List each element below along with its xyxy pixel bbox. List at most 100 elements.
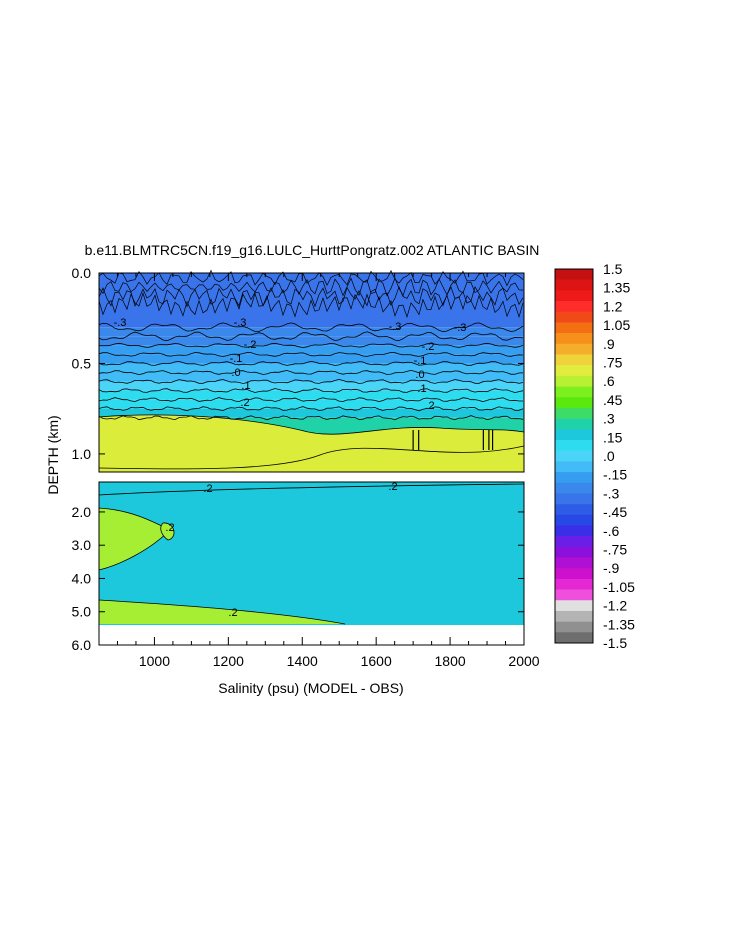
colorbar-swatch (555, 375, 593, 387)
colorbar-swatch (555, 429, 593, 441)
band-7 (99, 381, 524, 391)
contour-line-5 (98, 360, 524, 366)
lower-contour-label: .2 (228, 607, 237, 619)
upper-contour-label: .2 (425, 400, 434, 412)
x-ticks: 1000 1200 1400 1600 1800 2000 (116, 273, 540, 669)
colorbar-label: -.15 (603, 467, 627, 483)
band-3 (99, 345, 524, 355)
colorbar-swatch (555, 333, 593, 345)
contour-line-1 (98, 322, 524, 333)
colorbar-labels: 1.5 1.35 1.2 1.05 .9 .75 .6 .45 .3 .15 .0 -.15 -.3 -.… (603, 261, 635, 651)
x-tick-label: 1400 (287, 653, 318, 669)
colorbar-swatch (555, 301, 593, 313)
colorbar-label: -.9 (603, 560, 620, 576)
colorbar-label: .3 (603, 411, 615, 427)
upper-contour-labels: -.3 -.3 -.3 -.3-.2 -.2-.1 -.1.0.0.1.1.2.2 (114, 317, 467, 412)
lower-contour-label: .2 (388, 481, 397, 493)
upper-contour-label: .0 (231, 367, 240, 379)
surface-contour-3 (98, 291, 524, 319)
upper-contour-label: .2 (240, 397, 249, 409)
band-1 (99, 327, 524, 337)
colorbar-label: -.3 (603, 485, 620, 501)
colorbar-swatch (555, 546, 593, 558)
band-6 (99, 372, 524, 382)
contour-line-9 (98, 397, 523, 403)
x-tick-label: 2000 (508, 653, 539, 669)
colorbar-swatch (555, 322, 593, 334)
colorbar-swatch (555, 397, 593, 409)
band-9 (99, 399, 524, 409)
upper-panel: -.3 -.3 -.3 -.3-.2 -.2-.1 -.1.0.0.1.1.2.2 0.0… (72, 265, 525, 473)
deep-contour-lower (98, 445, 525, 470)
surface-contour-0 (98, 269, 524, 287)
colorbar-swatch (555, 610, 593, 622)
upper-contour-label: -.1 (230, 353, 243, 365)
upper-frame (98, 272, 525, 473)
upper-y-ticks: 0.0 0.5 1.0 (72, 265, 524, 462)
colorbar-swatch (555, 536, 593, 548)
colorbar-label: -.75 (603, 542, 627, 558)
colorbar-label: -1.05 (603, 579, 635, 595)
colorbar-label: -1.2 (603, 598, 627, 614)
y-tick-label: 2.0 (72, 504, 92, 520)
x-tick-label: 1200 (213, 653, 244, 669)
colorbar-swatch (555, 461, 593, 473)
colorbar-label: -1.35 (603, 616, 635, 632)
surface-contour-2 (98, 285, 524, 308)
colorbar-label: .75 (603, 355, 623, 371)
colorbar-label: 1.35 (603, 280, 630, 296)
colorbar-label: 1.05 (603, 317, 630, 333)
colorbar-swatch (555, 525, 593, 537)
band-8 (99, 390, 524, 400)
top-contour (98, 483, 525, 496)
y-tick-label: 0.5 (72, 355, 92, 371)
contour-line-7 (98, 378, 524, 384)
contour-line-6 (98, 369, 524, 376)
band-5 (99, 363, 524, 373)
lower-contour-labels: .2 .2 .2 .2 (165, 481, 397, 619)
upper-contour-label: -.3 (234, 317, 247, 329)
upper-contour-label: -.3 (389, 321, 402, 333)
upper-contour-label: -.3 (454, 322, 467, 334)
band-10 (99, 408, 524, 418)
colorbar-label: .45 (603, 392, 623, 408)
surface-contour-1 (98, 277, 524, 297)
colorbar-swatch (555, 472, 593, 484)
upper-contour-label: -.1 (414, 355, 427, 367)
y-tick-label: 4.0 (72, 570, 92, 586)
x-tick-label: 1800 (435, 653, 466, 669)
y-tick-label: 5.0 (72, 604, 92, 620)
lower-contour-label: .2 (203, 483, 212, 495)
colorbar-swatch (555, 343, 593, 355)
band-2 (99, 336, 524, 346)
colorbar-swatch (555, 493, 593, 505)
lower-frame (98, 481, 525, 646)
colorbar-swatch (555, 632, 593, 644)
y-tick-label: 1.0 (72, 446, 92, 462)
x-tick-label: 1600 (361, 653, 392, 669)
colorbar-swatch (555, 589, 593, 601)
lower-contours (98, 483, 525, 625)
colorbar-swatch (555, 311, 593, 323)
colorbar-label: .9 (603, 336, 615, 352)
colorbar-swatch (555, 450, 593, 462)
colorbar-swatch (555, 557, 593, 569)
colorbar-label: .0 (603, 448, 615, 464)
upper-contour-label: .1 (417, 383, 426, 395)
upper-contour-label: .0 (415, 369, 424, 381)
colorbar-label: -.6 (603, 523, 620, 539)
colorbar-swatch (555, 365, 593, 377)
contour-line-4 (98, 351, 524, 357)
upper-contour-label: -.3 (114, 317, 127, 329)
colorbar-swatch (555, 386, 593, 398)
lower-panel: .2 .2 .2 .2 2.0 3.0 4.0 5.0 6.0 1000 1200 1400 160… (72, 273, 540, 669)
colorbar-swatch (555, 354, 593, 366)
deep-contour (98, 414, 525, 435)
colorbar-label: 1.2 (603, 298, 623, 314)
colorbar-swatch (555, 504, 593, 516)
bottom-contour (98, 599, 346, 625)
y-tick-label: 3.0 (72, 537, 92, 553)
colorbar-swatch (555, 514, 593, 526)
y-axis-label: DEPTH (km) (45, 415, 61, 494)
